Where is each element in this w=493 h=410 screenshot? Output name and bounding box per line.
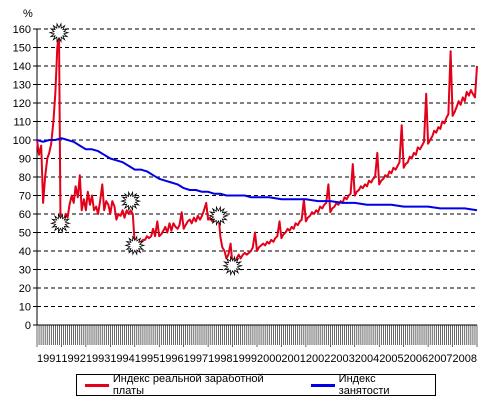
star-marker bbox=[124, 235, 146, 256]
legend: Индекс реальной заработной платы Индекс … bbox=[76, 373, 436, 397]
star-marker bbox=[120, 190, 142, 212]
y-axis-unit-label: % bbox=[23, 8, 33, 20]
legend-swatch-wages bbox=[85, 383, 109, 387]
star-marker bbox=[222, 255, 244, 277]
y-axis-ticks: 0 10 20 30 40 50 60 70 80 90 100 110 120 130 140 150 160 bbox=[13, 24, 37, 332]
legend-label-wages: Индекс реальной заработной платы bbox=[112, 373, 264, 397]
y-tick-label: 150 bbox=[13, 43, 31, 55]
y-tick-label: 110 bbox=[13, 117, 31, 129]
x-year-label: 2005 bbox=[379, 353, 403, 365]
y-tick-label: 0 bbox=[25, 320, 31, 332]
y-tick-label: 140 bbox=[13, 61, 31, 73]
x-year-label: 1994 bbox=[110, 353, 134, 365]
y-tick-label: 90 bbox=[19, 154, 31, 166]
y-tick-label: 40 bbox=[19, 246, 31, 258]
star-markers bbox=[48, 22, 244, 277]
x-year-label: 2002 bbox=[306, 353, 330, 365]
y-tick-label: 50 bbox=[19, 228, 31, 240]
series-line-employment bbox=[36, 137, 478, 212]
x-year-label: 2007 bbox=[428, 353, 452, 365]
x-year-label: 1998 bbox=[208, 353, 232, 365]
x-axis: 1991 1992 1993 1994 1995 1996 1997 1998 1999 2000… bbox=[36, 29, 478, 365]
y-tick-label: 160 bbox=[13, 24, 31, 36]
x-year-label: 1995 bbox=[135, 353, 159, 365]
x-year-label: 1992 bbox=[61, 353, 85, 365]
x-year-label: 2006 bbox=[404, 353, 428, 365]
x-year-label: 2003 bbox=[330, 353, 354, 365]
y-tick-label: 10 bbox=[19, 302, 31, 314]
x-year-label: 1996 bbox=[159, 353, 183, 365]
star-marker bbox=[48, 22, 70, 43]
x-year-label: 1991 bbox=[37, 353, 61, 365]
series-lines bbox=[36, 31, 478, 267]
legend-swatch-employment bbox=[310, 383, 335, 387]
y-tick-label: 20 bbox=[19, 283, 31, 295]
line-chart: % 0 10 20 30 40 50 60 70 80 90 100 110 120 130 140 150 1… bbox=[13, 8, 478, 365]
legend-label-employment: Индекс занятости bbox=[338, 373, 390, 397]
y-tick-label: 120 bbox=[13, 98, 31, 110]
x-year-label: 2004 bbox=[355, 353, 379, 365]
x-year-label: 2001 bbox=[281, 353, 305, 365]
star-marker bbox=[207, 205, 229, 227]
legend-item-employment: Индекс занятости bbox=[310, 373, 429, 397]
series-line-wages bbox=[36, 31, 478, 267]
y-tick-label: 80 bbox=[19, 172, 31, 184]
x-year-label: 2000 bbox=[257, 353, 281, 365]
y-tick-label: 60 bbox=[19, 209, 31, 221]
star-marker bbox=[50, 212, 72, 234]
x-year-label: 1993 bbox=[86, 353, 110, 365]
y-tick-label: 30 bbox=[19, 265, 31, 277]
x-year-label: 1999 bbox=[233, 353, 257, 365]
x-year-label: 1997 bbox=[184, 353, 208, 365]
y-tick-label: 100 bbox=[13, 135, 31, 147]
y-tick-label: 130 bbox=[13, 80, 31, 92]
x-year-label: 2008 bbox=[453, 353, 477, 365]
legend-item-wages: Индекс реальной заработной платы bbox=[85, 373, 297, 397]
y-tick-label: 70 bbox=[19, 191, 31, 203]
grid-lines bbox=[37, 28, 477, 307]
